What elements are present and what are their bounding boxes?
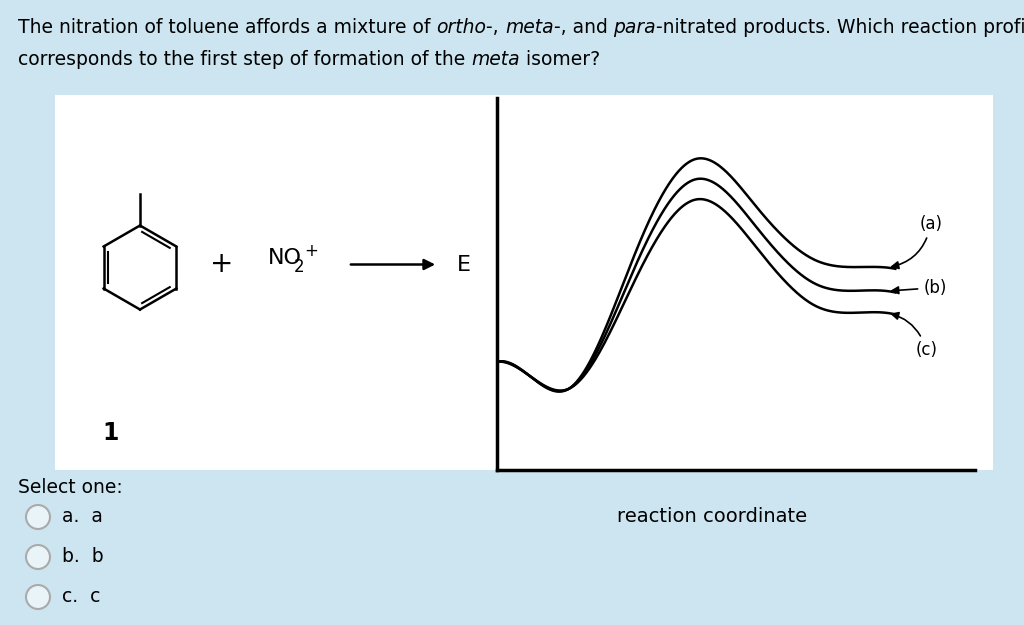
Text: NO: NO [268, 249, 302, 269]
Text: ortho: ortho [436, 18, 486, 37]
Text: +: + [210, 251, 233, 279]
Text: -nitrated products. Which reaction profile: -nitrated products. Which reaction profi… [656, 18, 1024, 37]
Text: meta: meta [505, 18, 554, 37]
Circle shape [26, 545, 50, 569]
Text: +: + [304, 241, 317, 259]
Text: E: E [457, 256, 471, 276]
Text: 1: 1 [102, 421, 119, 445]
Circle shape [26, 585, 50, 609]
Text: (b): (b) [892, 279, 946, 297]
Text: (a): (a) [892, 214, 942, 269]
Text: meta: meta [471, 50, 520, 69]
Text: 2: 2 [294, 258, 304, 276]
FancyBboxPatch shape [55, 95, 993, 470]
Text: -, and: -, and [554, 18, 613, 37]
Text: b.  b: b. b [62, 548, 103, 566]
Text: a.  a: a. a [62, 508, 102, 526]
Text: isomer?: isomer? [520, 50, 600, 69]
Text: para: para [613, 18, 656, 37]
Text: reaction coordinate: reaction coordinate [617, 508, 807, 526]
Text: corresponds to the first step of formation of the: corresponds to the first step of formati… [18, 50, 471, 69]
Text: Select one:: Select one: [18, 478, 123, 497]
Circle shape [26, 505, 50, 529]
Text: The nitration of toluene affords a mixture of: The nitration of toluene affords a mixtu… [18, 18, 436, 37]
Text: c.  c: c. c [62, 588, 100, 606]
Text: -,: -, [486, 18, 505, 37]
Text: (c): (c) [892, 312, 937, 359]
